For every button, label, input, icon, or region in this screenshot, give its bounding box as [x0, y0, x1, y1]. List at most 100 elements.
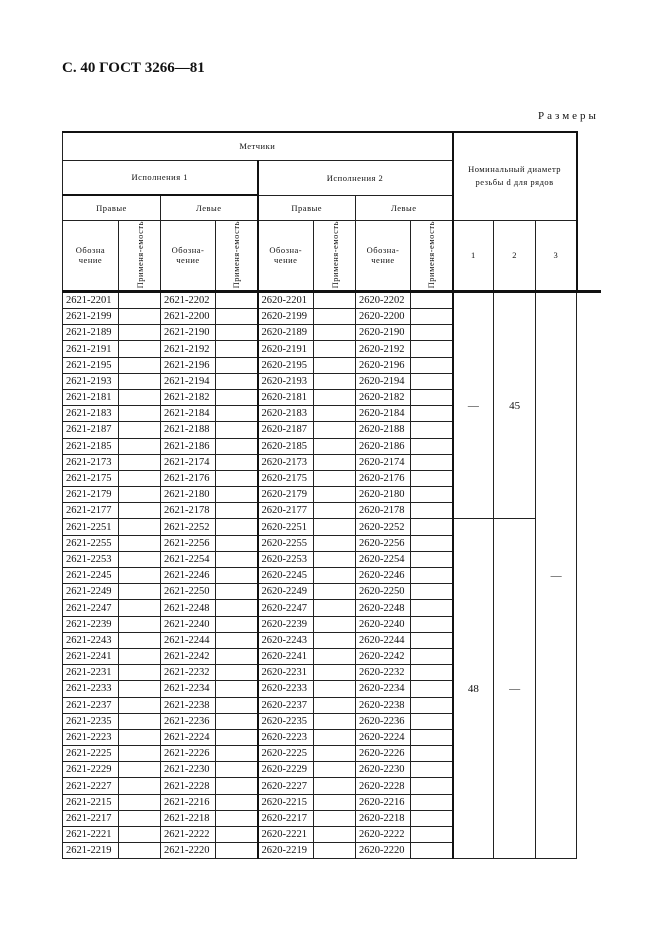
designation-cell: 2621-2243 [62, 631, 119, 649]
applicability-cell [118, 615, 161, 633]
applicability-cell [409, 567, 454, 585]
designation-cell: 2621-2241 [62, 647, 119, 666]
page-title: С. 40 ГОСТ 3266—81 [62, 60, 205, 76]
applicability-cell [313, 356, 356, 374]
designation-cell: 2620-2256 [355, 534, 411, 552]
applicability-cell [118, 340, 161, 358]
designation-cell: 2621-2186 [160, 437, 216, 455]
applicability-cell [118, 421, 161, 439]
designation-cell: 2621-2249 [62, 583, 119, 601]
applicability-cell [409, 421, 454, 439]
designation-cell: 2621-2250 [160, 583, 216, 601]
designation-cell: 2620-2192 [355, 340, 411, 358]
designation-cell: 2621-2195 [62, 356, 119, 374]
applicability-cell [118, 469, 161, 488]
applicability-cell [313, 324, 356, 342]
designation-cell: 2621-2254 [160, 550, 216, 569]
designation-cell: 2621-2221 [62, 826, 119, 844]
designation-cell: 2620-2248 [355, 599, 411, 617]
designation-cell: 2621-2220 [160, 842, 216, 860]
applicability-cell [215, 453, 258, 471]
designation-cell: 2621-2242 [160, 647, 216, 666]
applicability-cell [118, 453, 161, 471]
applicability-cell [118, 647, 161, 666]
designation-cell: 2620-2244 [355, 631, 411, 649]
applicability-cell [409, 615, 454, 633]
applicability-cell [409, 518, 454, 536]
table-row: 2621-2187 2621-2188 2620-2187 2620-2188 [62, 421, 601, 439]
designation-cell: 2620-2173 [256, 453, 314, 471]
designation-cell: 2620-2226 [355, 745, 411, 763]
applicability-cell [118, 567, 161, 585]
applicability-cell [118, 826, 161, 844]
applicability-cell [118, 777, 161, 795]
designation-cell: 2620-2193 [256, 372, 314, 390]
applicability-cell [118, 599, 161, 617]
applicability-cell [313, 615, 356, 633]
header-row-3: 3 [535, 219, 578, 293]
table-row: 2621-2219 2621-2220 2620-2219 2620-2220 [62, 842, 601, 860]
applicability-cell [409, 437, 454, 455]
applicability-cell [215, 680, 258, 698]
table-row: 2621-2221 2621-2222 2620-2221 2620-2222 [62, 826, 601, 844]
table-row: 2621-2175 2621-2176 2620-2175 2620-2176 [62, 469, 601, 488]
designation-cell: 2620-2239 [256, 615, 314, 633]
designation-cell: 2620-2195 [256, 356, 314, 374]
designation-cell: 2621-2228 [160, 777, 216, 795]
applicability-cell [409, 324, 454, 342]
designation-cell: 2620-2219 [256, 842, 314, 860]
applicability-cell [409, 372, 454, 390]
applicability-cell [313, 745, 356, 763]
series-1-value: 48 [451, 518, 495, 860]
designation-cell: 2620-2199 [256, 308, 314, 326]
applicability-cell [118, 534, 161, 552]
designation-cell: 2621-2191 [62, 340, 119, 358]
designation-cell: 2621-2216 [160, 793, 216, 811]
applicability-cell [215, 631, 258, 649]
applicability-cell [409, 534, 454, 552]
designation-cell: 2620-2225 [256, 745, 314, 763]
applicability-cell [215, 745, 258, 763]
applicability-cell [215, 550, 258, 569]
table-row: 2621-2235 2621-2236 2620-2235 2620-2236 [62, 712, 601, 730]
designation-cell: 2620-2215 [256, 793, 314, 811]
designation-cell: 2620-2200 [355, 308, 411, 326]
designation-cell: 2620-2231 [256, 664, 314, 682]
applicability-cell [313, 696, 356, 714]
header-taps: Метчики [61, 131, 454, 161]
designation-cell: 2620-2182 [355, 388, 411, 407]
designation-cell: 2620-2194 [355, 372, 411, 390]
table-row: 2621-2245 2621-2246 2620-2245 2620-2246 [62, 567, 601, 585]
applicability-cell [215, 340, 258, 358]
designation-cell: 2621-2235 [62, 712, 119, 730]
applicability-cell [313, 550, 356, 569]
designation-cell: 2621-2239 [62, 615, 119, 633]
table-row: 2621-2201 2621-2202 2620-2201 2620-2202 —45— [62, 290, 601, 860]
applicability-cell [409, 405, 454, 423]
designation-cell: 2621-2183 [62, 405, 119, 423]
applicability-cell [215, 793, 258, 811]
designation-cell: 2620-2216 [355, 793, 411, 811]
header-row-2: 2 [493, 219, 537, 293]
applicability-cell [118, 502, 161, 520]
designation-cell: 2620-2234 [355, 680, 411, 698]
designation-cell: 2621-2215 [62, 793, 119, 811]
applicability-cell [409, 290, 454, 310]
applicability-cell [215, 615, 258, 633]
applicability-cell [215, 421, 258, 439]
designation-cell: 2620-2242 [355, 647, 411, 666]
designation-cell: 2621-2182 [160, 388, 216, 407]
applicability-cell [118, 696, 161, 714]
applicability-cell [409, 777, 454, 795]
applicability-cell [215, 518, 258, 536]
applicability-cell [118, 308, 161, 326]
table-row: 2621-2247 2621-2248 2620-2247 2620-2248 [62, 599, 601, 617]
designation-cell: 2620-2246 [355, 567, 411, 585]
applicability-cell [409, 469, 454, 488]
designation-cell: 2621-2231 [62, 664, 119, 682]
designation-cell: 2620-2189 [256, 324, 314, 342]
designation-cell: 2621-2256 [160, 534, 216, 552]
applicability-cell [215, 290, 258, 310]
designation-cell: 2620-2190 [355, 324, 411, 342]
header-applicability: Применя-емость [426, 220, 437, 288]
